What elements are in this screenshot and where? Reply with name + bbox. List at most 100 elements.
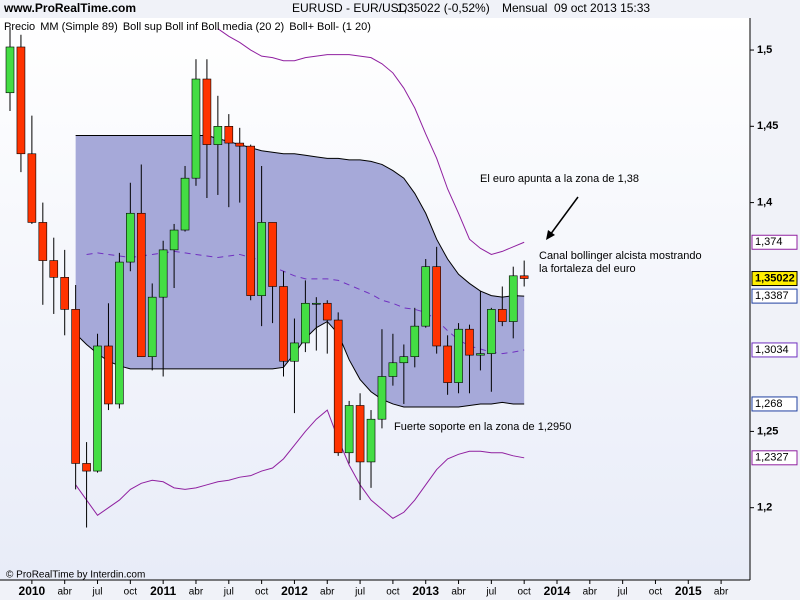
- candle-body: [202, 78, 212, 145]
- candle-body: [60, 277, 70, 310]
- x-tick-label: abr: [57, 587, 72, 598]
- x-tick-label: 2011: [150, 584, 176, 598]
- last-value-label: 1,3387: [755, 290, 789, 302]
- candle-body: [82, 463, 91, 472]
- x-tick-label: 2013: [412, 584, 439, 598]
- legend-item: Boll+ Boll- (1 20): [289, 21, 371, 33]
- candle-body: [410, 325, 420, 357]
- x-tick-label: 2015: [675, 584, 702, 598]
- x-tick-label: oct: [649, 587, 663, 598]
- annotation: Canal bollinger alcista mostrando: [539, 250, 702, 262]
- y-tick-label: 1,4: [757, 196, 773, 208]
- x-tick-label: jul: [485, 587, 496, 598]
- candle-body: [16, 46, 26, 155]
- annotation: El euro apunta a la zona de 1,38: [480, 173, 639, 185]
- candle-body: [454, 328, 463, 383]
- title: EURUSD - EUR/USD: [292, 1, 408, 15]
- last-value-label: 1,374: [755, 236, 783, 248]
- candle-body: [290, 342, 299, 362]
- candle-body: [191, 78, 201, 179]
- candle-body: [465, 328, 474, 356]
- outer-band: [217, 28, 525, 255]
- arrow: [549, 196, 579, 236]
- candle-body: [322, 302, 332, 321]
- candle-body: [497, 309, 507, 322]
- last-value-box: [751, 396, 798, 412]
- candle-body: [115, 261, 124, 405]
- last-value-box: [751, 288, 798, 304]
- candle-body: [147, 296, 157, 357]
- legend: Precio MM (Simple 89) Boll sup Boll inf Bo…: [4, 21, 371, 33]
- candle-body: [388, 362, 398, 377]
- x-tick-label: jul: [223, 587, 234, 598]
- last-value-box: [751, 450, 798, 466]
- annotation: Fuerte soporte en la zona de 1,2950: [394, 421, 571, 433]
- candle-body: [508, 275, 518, 322]
- candle-body: [377, 376, 387, 420]
- legend-item: Precio: [4, 21, 35, 33]
- candle-body: [71, 309, 80, 464]
- x-tick-label: abr: [714, 587, 729, 598]
- candle-body: [279, 286, 288, 362]
- x-tick-label: abr: [451, 587, 466, 598]
- marks: [5, 27, 529, 528]
- candle-body: [312, 302, 321, 305]
- y-tick-label: 1,5: [757, 44, 772, 56]
- candle-body: [5, 46, 15, 94]
- candle-body: [366, 418, 376, 463]
- band-upper: [75, 134, 525, 298]
- last-value-label: 1,35022: [755, 272, 795, 284]
- arrow-head: [546, 230, 555, 240]
- x-tick-label: jul: [354, 587, 365, 598]
- candle-body: [519, 275, 529, 279]
- candle-body: [235, 142, 245, 147]
- x-tick-label: abr: [189, 587, 204, 598]
- candle-body: [180, 177, 190, 231]
- candle-body: [38, 222, 48, 261]
- last-value-box: [751, 342, 798, 358]
- candle-body: [344, 405, 354, 454]
- band-lower: [75, 320, 525, 408]
- candle-body: [421, 266, 431, 327]
- candle-body: [268, 222, 277, 287]
- x-tick-label: oct: [124, 587, 138, 598]
- candle-body: [355, 405, 365, 463]
- y-tick-label: 1,25: [757, 425, 778, 437]
- candle-body: [257, 222, 266, 296]
- x-tick-label: oct: [255, 587, 269, 598]
- candle-body: [443, 345, 452, 383]
- legend-item: MM (Simple 89): [40, 21, 118, 33]
- candle-body: [333, 319, 343, 454]
- annotation: la fortaleza del euro: [539, 263, 636, 275]
- candle-body: [104, 345, 113, 405]
- candle-body: [399, 356, 409, 364]
- x-tick-label: 2014: [544, 584, 571, 598]
- candle-body: [213, 126, 223, 145]
- candle-body: [224, 126, 234, 144]
- candle-body: [169, 229, 179, 251]
- last-value-label: 1,268: [755, 398, 783, 410]
- period: Mensual 09 oct 2013 15:33: [502, 1, 650, 15]
- band-middle: [86, 250, 525, 355]
- last-value-box: [751, 271, 798, 287]
- candle-body: [487, 309, 496, 354]
- candle-body: [136, 212, 146, 357]
- y-tick-label: 1,45: [757, 120, 778, 132]
- last-value-label: 1,3034: [755, 344, 789, 356]
- footer: © ProRealTime by Interdin.com: [6, 570, 145, 581]
- candle-body: [246, 145, 255, 296]
- x-tick-label: oct: [518, 587, 532, 598]
- x-tick-label: abr: [583, 587, 598, 598]
- x-tick-label: jul: [617, 587, 628, 598]
- candle-body: [27, 153, 37, 223]
- last-value-label: 1,2327: [755, 452, 789, 464]
- last-value-box: [751, 234, 798, 250]
- candle-body: [476, 353, 485, 356]
- outer-band: [75, 409, 525, 519]
- price-change: 1,35022 (-0,52%): [397, 1, 490, 15]
- x-tick-label: 2012: [281, 584, 308, 598]
- y-tick-label: 1,2: [757, 502, 772, 514]
- candle-body: [158, 249, 168, 298]
- x-tick-label: oct: [386, 587, 400, 598]
